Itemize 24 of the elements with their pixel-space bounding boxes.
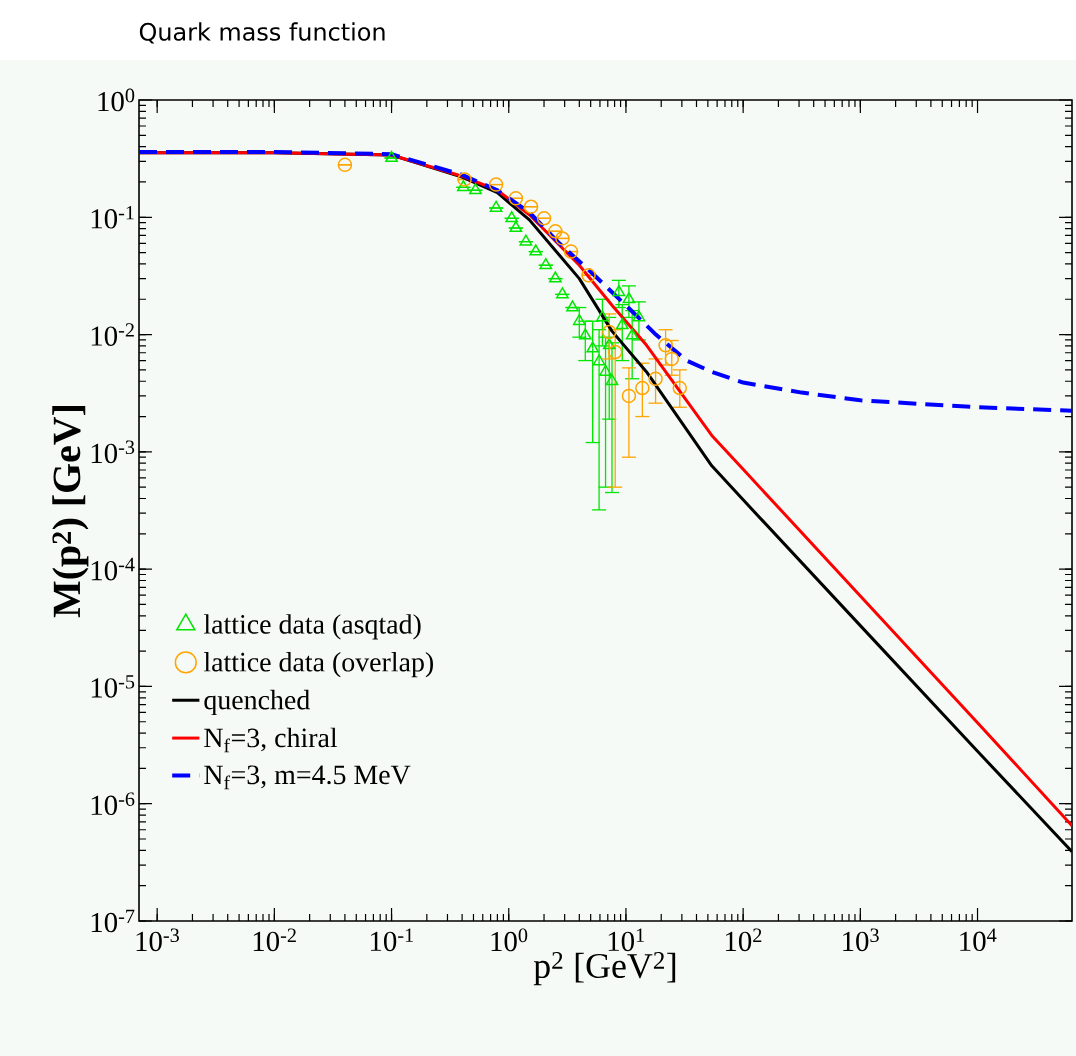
- x-tick-label: 10$^{-1}$: [370, 928, 413, 952]
- x-tick-label: 10$^{3}$: [843, 928, 879, 952]
- x-tick-label: 10$^{4}$: [960, 928, 997, 952]
- x-tick-label: 10$^{-3}$: [136, 928, 179, 952]
- legend-label: N$_{f}$=3, m=4.5 MeV: [204, 765, 411, 790]
- y-tick-label: 10$^{0}$: [98, 88, 135, 112]
- y-tick-label: 10$^{-1}$: [91, 205, 134, 229]
- legend-label: quenched: [204, 689, 310, 716]
- x-axis-title: p$^{2}$ [GeV$^{2}$]: [533, 952, 676, 986]
- chart-title: Quark mass function: [139, 22, 385, 44]
- x-tick-label: 10$^{1}$: [608, 928, 644, 952]
- y-tick-label: 10$^{-4}$: [91, 557, 135, 581]
- y-tick-label: 10$^{-2}$: [91, 323, 134, 346]
- y-tick-label: 10$^{-3}$: [91, 440, 135, 464]
- legend-label: lattice data (overlap): [203, 651, 433, 678]
- legend-label: N$_{f}$=3, chiral: [204, 727, 338, 753]
- y-tick-label: 10$^{-6}$: [91, 792, 135, 816]
- x-tick-label: 10$^{0}$: [491, 928, 528, 952]
- y-tick-label: 10$^{-7}$: [91, 909, 135, 933]
- legend-label: lattice data (asqtad): [203, 614, 421, 640]
- y-tick-label: 10$^{-5}$: [91, 675, 135, 698]
- x-tick-label: 10$^{-2}$: [253, 928, 296, 952]
- x-tick-label: 10$^{2}$: [725, 928, 762, 952]
- y-axis-title: M(p$^{2}$) [GeV]: [52, 406, 89, 618]
